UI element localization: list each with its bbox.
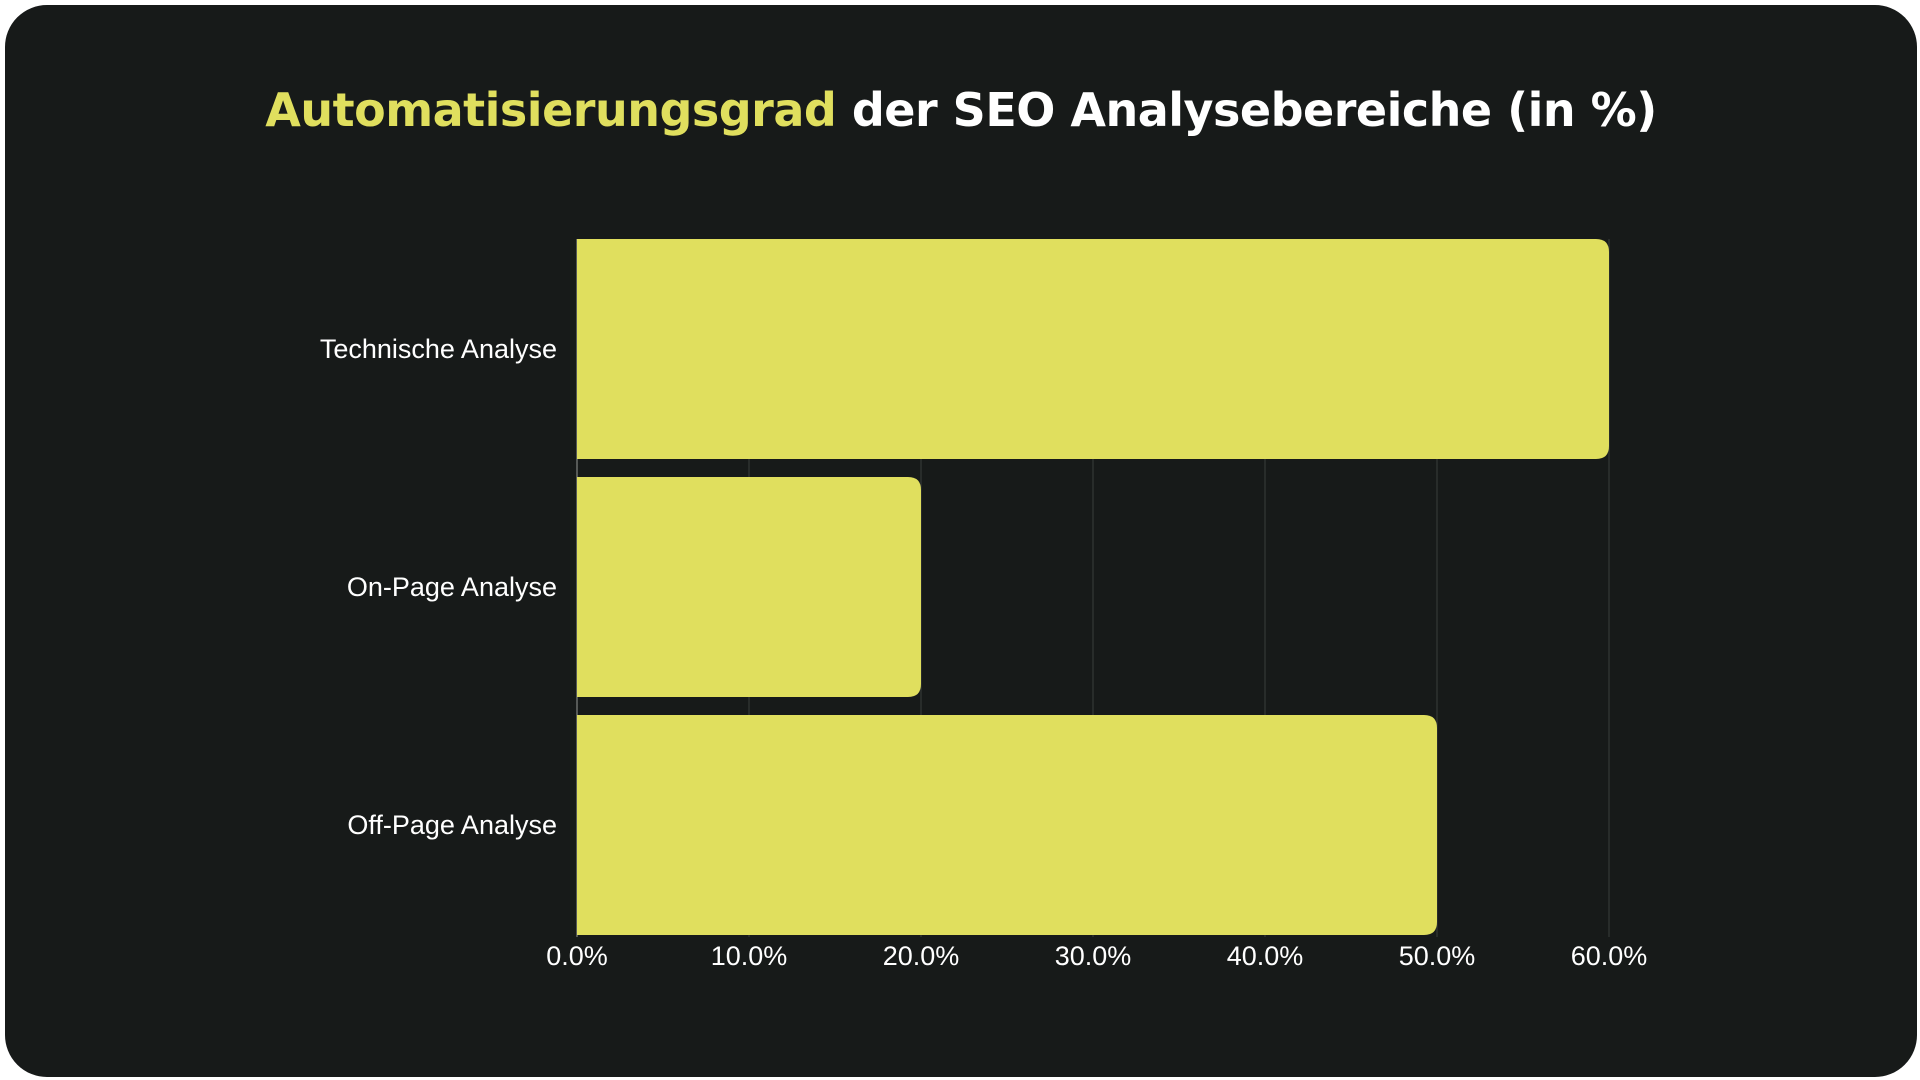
x-tick-labels: 0.0% 10.0% 20.0% 30.0% 40.0% 50.0% 60.0% (546, 941, 1647, 971)
category-label: Off-Page Analyse (347, 810, 557, 840)
chart-title-highlight: Automatisierungsgrad (265, 83, 837, 137)
x-tick-label: 40.0% (1227, 941, 1304, 971)
category-label: Technische Analyse (320, 334, 557, 364)
category-label: On-Page Analyse (347, 572, 557, 602)
bar (577, 715, 1437, 935)
bar (577, 477, 921, 697)
bar (577, 239, 1609, 459)
x-tick-label: 50.0% (1399, 941, 1476, 971)
chart-card: Automatisierungsgrad der SEO Analysebere… (3, 3, 1919, 1079)
bar-chart: Technische Analyse On-Page Analyse Off-Pag… (320, 239, 1647, 971)
chart-title: Automatisierungsgrad der SEO Analysebere… (5, 83, 1917, 137)
x-tick-label: 20.0% (883, 941, 960, 971)
x-tick-label: 10.0% (711, 941, 788, 971)
x-tick-label: 30.0% (1055, 941, 1132, 971)
bars (577, 239, 1609, 935)
x-tick-label: 0.0% (546, 941, 608, 971)
category-labels: Technische Analyse On-Page Analyse Off-Pag… (320, 334, 557, 840)
chart-title-rest: der SEO Analysebereiche (in %) (836, 83, 1657, 137)
x-tick-label: 60.0% (1571, 941, 1648, 971)
